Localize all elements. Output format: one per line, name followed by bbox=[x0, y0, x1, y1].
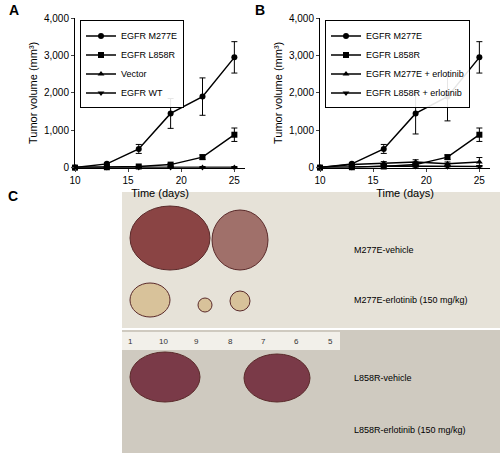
svg-text:3,000: 3,000 bbox=[289, 50, 314, 61]
svg-text:2,000: 2,000 bbox=[289, 87, 314, 98]
svg-text:5: 5 bbox=[328, 337, 333, 346]
svg-text:20: 20 bbox=[176, 175, 188, 186]
svg-text:7: 7 bbox=[261, 337, 266, 346]
svg-text:EGFR M277E: EGFR M277E bbox=[366, 31, 422, 41]
svg-text:1: 1 bbox=[128, 337, 133, 346]
svg-text:20: 20 bbox=[421, 175, 433, 186]
svg-text:1,000: 1,000 bbox=[44, 125, 69, 136]
svg-text:Tumor volume (mm³): Tumor volume (mm³) bbox=[27, 42, 39, 144]
svg-text:15: 15 bbox=[123, 175, 135, 186]
svg-text:B: B bbox=[255, 2, 265, 18]
svg-text:L858R-vehicle: L858R-vehicle bbox=[354, 373, 412, 383]
svg-text:EGFR L858R + erlotinib: EGFR L858R + erlotinib bbox=[366, 88, 462, 98]
svg-text:M277E-erlotinib (150 mg/kg): M277E-erlotinib (150 mg/kg) bbox=[354, 295, 468, 305]
svg-text:2,000: 2,000 bbox=[44, 87, 69, 98]
svg-text:C: C bbox=[8, 188, 18, 204]
svg-text:4,000: 4,000 bbox=[289, 13, 314, 24]
svg-text:1,000: 1,000 bbox=[289, 125, 314, 136]
svg-text:25: 25 bbox=[229, 175, 241, 186]
svg-text:10: 10 bbox=[314, 175, 326, 186]
svg-text:0: 0 bbox=[308, 162, 314, 173]
svg-text:15: 15 bbox=[368, 175, 380, 186]
svg-text:EGFR WT: EGFR WT bbox=[121, 88, 163, 98]
svg-text:Time (days): Time (days) bbox=[131, 187, 189, 199]
svg-text:L858R-erlotinib (150 mg/kg): L858R-erlotinib (150 mg/kg) bbox=[354, 425, 466, 435]
svg-text:9: 9 bbox=[194, 337, 199, 346]
svg-text:Vector: Vector bbox=[121, 69, 147, 79]
svg-text:10: 10 bbox=[159, 337, 168, 346]
svg-text:8: 8 bbox=[228, 337, 233, 346]
svg-text:Time (days): Time (days) bbox=[376, 187, 434, 199]
svg-text:M277E-vehicle: M277E-vehicle bbox=[354, 245, 414, 255]
svg-text:EGFR L858R: EGFR L858R bbox=[121, 50, 176, 60]
svg-text:0: 0 bbox=[63, 162, 69, 173]
svg-text:EGFR M277E + erlotinib: EGFR M277E + erlotinib bbox=[366, 69, 464, 79]
svg-text:4,000: 4,000 bbox=[44, 13, 69, 24]
svg-text:3,000: 3,000 bbox=[44, 50, 69, 61]
svg-text:Tumor volume (mm³): Tumor volume (mm³) bbox=[272, 42, 284, 144]
svg-text:6: 6 bbox=[294, 337, 299, 346]
svg-text:25: 25 bbox=[474, 175, 486, 186]
svg-text:10: 10 bbox=[69, 175, 81, 186]
svg-text:EGFR L858R: EGFR L858R bbox=[366, 50, 421, 60]
svg-text:A: A bbox=[9, 2, 19, 18]
svg-text:EGFR M277E: EGFR M277E bbox=[121, 31, 177, 41]
